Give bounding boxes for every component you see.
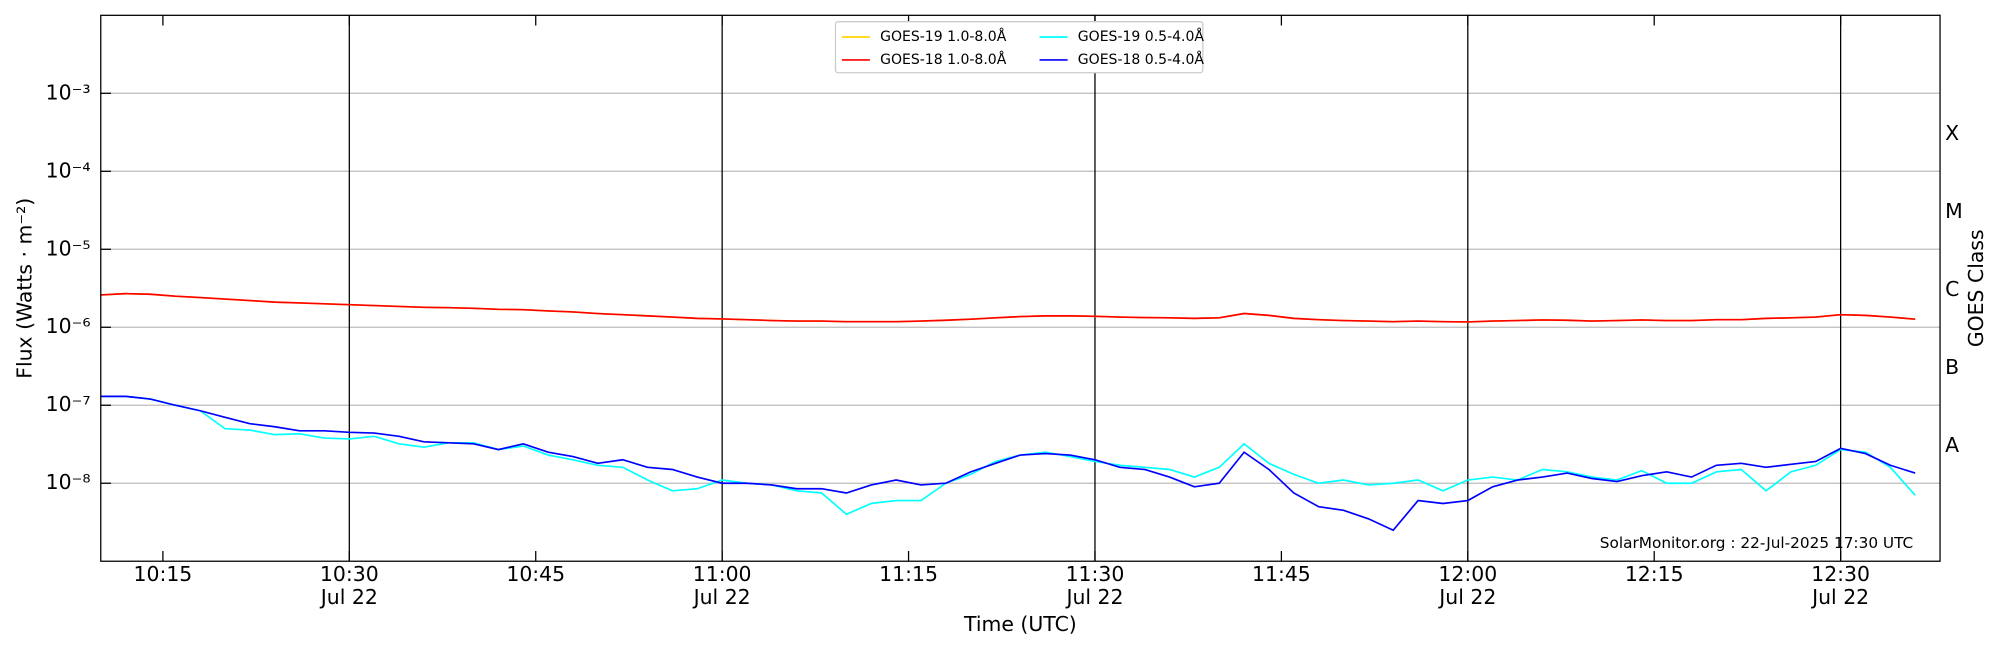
x-tick-date: Jul 22 xyxy=(1810,585,1869,609)
x-tick-label: 11:00 xyxy=(693,562,752,586)
annotation: SolarMonitor.org : 22-Jul-2025 17:30 UTC xyxy=(1600,534,1913,552)
y-tick-label: 10⁻⁴ xyxy=(46,158,91,182)
legend-box xyxy=(834,21,1204,74)
legend-label: GOES-19 1.0-8.0Å xyxy=(880,28,1007,45)
y-tick-label: 10⁻⁸ xyxy=(46,470,91,494)
y-tick-label: 10⁻⁵ xyxy=(46,236,91,260)
y-tick-label: 10⁻⁶ xyxy=(46,314,91,338)
x-axis-label: Time (UTC) xyxy=(963,612,1077,636)
y2-tick-label: A xyxy=(1945,433,1959,457)
y2-axis-label: GOES Class xyxy=(1964,229,1988,347)
x-tick-date: Jul 22 xyxy=(1064,585,1123,609)
y-tick-label: 10⁻³ xyxy=(46,80,91,104)
legend: GOES-19 1.0-8.0Å GOES-18 1.0-8.0Å GOES-19 … xyxy=(834,21,1205,74)
legend-label: GOES-18 1.0-8.0Å xyxy=(880,51,1007,68)
x-tick-label: 12:00 xyxy=(1438,562,1497,586)
y2-tick-label: C xyxy=(1945,277,1959,301)
y2-tick-label: B xyxy=(1945,355,1959,379)
x-tick-label: 12:30 xyxy=(1811,562,1870,586)
x-tick-label: 10:45 xyxy=(506,562,565,586)
plot-frame xyxy=(100,14,1941,562)
y2-tick-label: M xyxy=(1945,199,1963,223)
legend-label: GOES-18 0.5-4.0Å xyxy=(1078,51,1205,68)
x-tick-label: 11:45 xyxy=(1252,562,1311,586)
y-axis-label: Flux (Watts · m⁻²) xyxy=(13,198,37,379)
series-line xyxy=(100,395,1916,532)
x-tick-label: 10:30 xyxy=(320,562,379,586)
y2-tick-label: X xyxy=(1945,121,1959,145)
legend-label: GOES-19 0.5-4.0Å xyxy=(1078,28,1205,45)
series-line xyxy=(100,395,1916,516)
grid xyxy=(100,15,1941,562)
x-tick-date: Jul 22 xyxy=(319,585,378,609)
x-tick-label: 10:15 xyxy=(134,562,193,586)
y-tick-label: 10⁻⁷ xyxy=(46,392,91,416)
x-tick-date: Jul 22 xyxy=(692,585,751,609)
lines xyxy=(100,292,1916,532)
x-tick-date: Jul 22 xyxy=(1437,585,1496,609)
x-tick-label: 11:30 xyxy=(1066,562,1125,586)
x-tick-label: 12:15 xyxy=(1625,562,1684,586)
series-line xyxy=(100,292,1916,323)
x-tick-label: 11:15 xyxy=(879,562,938,586)
